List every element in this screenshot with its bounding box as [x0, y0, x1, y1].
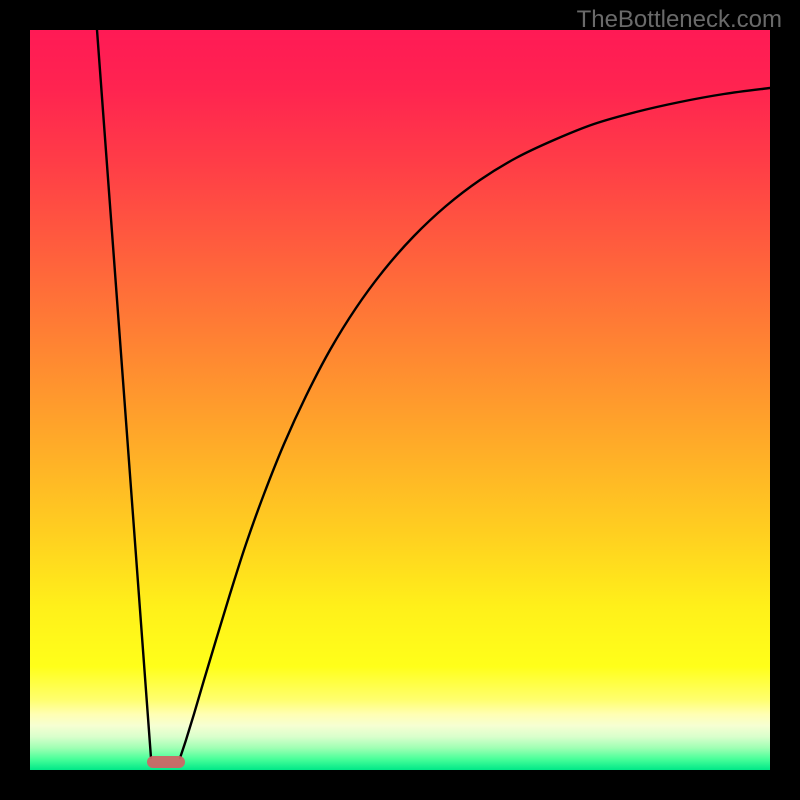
bottleneck-chart [0, 0, 800, 800]
plot-background [30, 30, 770, 770]
chart-container: TheBottleneck.com [0, 0, 800, 800]
watermark-text: TheBottleneck.com [577, 6, 782, 34]
optimum-marker [147, 756, 185, 768]
